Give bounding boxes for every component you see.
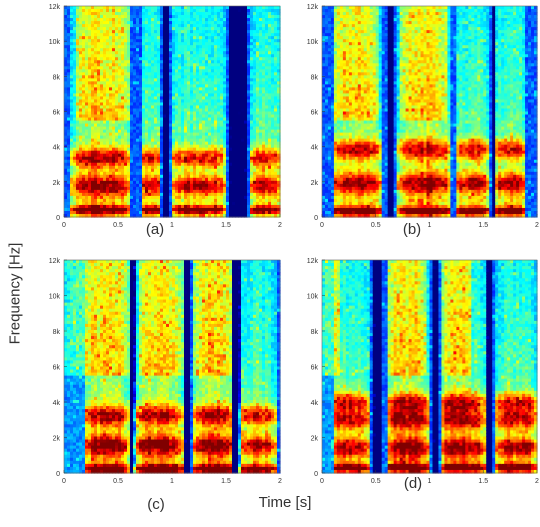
x-tick-label: 2: [535, 478, 539, 485]
y-tick-label: 8k: [53, 329, 61, 336]
spectrogram-heatmap: [64, 6, 281, 218]
spectrogram-heatmap: [64, 260, 281, 474]
spectrogram-heatmap: [322, 260, 538, 474]
y-tick-label: 0: [314, 471, 318, 478]
y-tick-label: 12k: [307, 258, 319, 265]
x-tick-label: 1.5: [478, 478, 488, 485]
y-tick-label: 6k: [311, 110, 319, 117]
y-tick-label: 0: [56, 471, 60, 478]
x-tick-label: 1.5: [478, 222, 488, 229]
y-tick-label: 10k: [307, 39, 319, 46]
y-tick-label: 4k: [311, 145, 319, 152]
y-tick-label: 6k: [53, 110, 61, 117]
y-tick-label: 12k: [49, 258, 61, 265]
y-tick-label: 10k: [49, 39, 61, 46]
panel-label: (c): [136, 496, 176, 513]
y-tick-label: 4k: [53, 145, 61, 152]
x-tick-label: 0.5: [371, 478, 381, 485]
x-tick-label: 1: [170, 478, 174, 485]
y-tick-label: 2k: [311, 180, 319, 187]
x-tick-label: 0: [320, 222, 324, 229]
x-tick-label: 0: [62, 478, 66, 485]
y-tick-label: 8k: [311, 329, 319, 336]
y-tick-label: 4k: [53, 400, 61, 407]
y-tick-label: 12k: [49, 4, 61, 11]
spectrogram-panel: 0 2k 4k 6k 8k 10k 12k 0 0.5 1 1.5 2: [49, 258, 282, 485]
y-tick-label: 8k: [311, 74, 319, 81]
x-tick-label: 0: [320, 478, 324, 485]
x-tick-label: 0: [62, 222, 66, 229]
y-tick-label: 10k: [307, 294, 319, 301]
y-tick-label: 10k: [49, 294, 61, 301]
y-tick-label: 2k: [53, 436, 61, 443]
y-tick-label: 0: [56, 215, 60, 222]
x-tick-label: 1.5: [221, 478, 231, 485]
y-tick-label: 2k: [53, 180, 61, 187]
y-tick-label: 6k: [311, 365, 319, 372]
x-tick-label: 0.5: [371, 222, 381, 229]
panel-label: (d): [393, 475, 433, 492]
y-tick-label: 12k: [307, 4, 319, 11]
y-axis-label: Frequency [Hz]: [7, 239, 24, 349]
x-axis-label: Time [s]: [230, 494, 340, 511]
y-tick-label: 0: [314, 215, 318, 222]
y-tick-label: 8k: [53, 74, 61, 81]
panel-label: (b): [392, 221, 432, 238]
panel-label: (a): [135, 221, 175, 238]
x-tick-label: 1.5: [221, 222, 231, 229]
x-tick-label: 2: [535, 222, 539, 229]
x-tick-label: 0.5: [113, 222, 123, 229]
x-tick-label: 2: [278, 222, 282, 229]
spectrogram-heatmap: [322, 6, 538, 218]
y-tick-label: 2k: [311, 436, 319, 443]
x-tick-label: 0.5: [113, 478, 123, 485]
x-tick-label: 2: [278, 478, 282, 485]
y-tick-label: 6k: [53, 365, 61, 372]
y-tick-label: 4k: [311, 400, 319, 407]
